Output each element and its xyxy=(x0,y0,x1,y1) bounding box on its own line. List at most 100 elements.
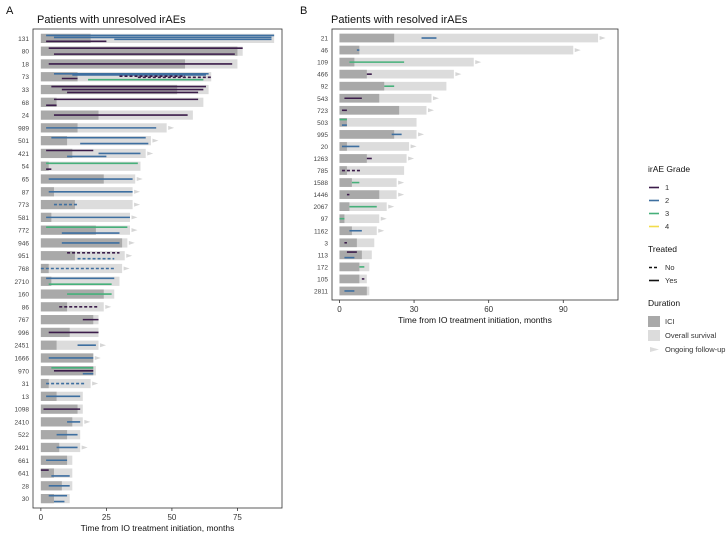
patient-id-label: 2491 xyxy=(15,445,30,452)
ongoing-arrow xyxy=(136,177,143,182)
os-bar xyxy=(339,178,397,187)
patient-row: 172 xyxy=(317,262,370,272)
patient-id-label: 46 xyxy=(321,48,329,55)
ongoing-arrow xyxy=(410,144,417,149)
x-tick-label: 0 xyxy=(337,305,342,314)
patient-row: 503 xyxy=(317,118,417,127)
patient-id-label: 501 xyxy=(18,138,29,145)
panel-letter: B xyxy=(300,5,307,17)
patient-row: 723 xyxy=(317,105,435,115)
ici-bar xyxy=(40,33,91,43)
patient-row: 86 xyxy=(22,302,112,312)
ici-bar xyxy=(339,130,395,139)
x-tick-label: 50 xyxy=(167,513,176,522)
patient-id-label: 1446 xyxy=(314,192,329,199)
patient-id-label: 996 xyxy=(18,330,29,337)
x-tick-label: 30 xyxy=(410,305,419,314)
patient-row: 1263 xyxy=(314,154,415,163)
os-bar xyxy=(339,93,432,103)
patient-row: 2067 xyxy=(314,202,395,211)
legend-grade-label: 3 xyxy=(665,209,669,218)
panel-frame xyxy=(32,28,283,509)
patient-row: 97 xyxy=(321,214,387,223)
panel-title: Patients with unresolved irAEs xyxy=(37,14,186,26)
panel-a: A Patients with unresolved irAEs 131 80 18 73… xyxy=(6,5,283,533)
os-bar xyxy=(40,148,146,159)
patient-row: 105 xyxy=(317,274,367,283)
ici-bar xyxy=(40,46,238,56)
legend: irAE Grade 1 2 3 4 Treated No Yes Duration ICI Ove… xyxy=(648,164,725,354)
ongoing-arrow xyxy=(408,156,415,161)
patient-row: 2410 xyxy=(15,417,91,427)
patient-row: 768 xyxy=(18,263,130,274)
patient-row: 1666 xyxy=(15,353,101,363)
patient-row: 92 xyxy=(321,81,447,91)
patient-row: 80 xyxy=(22,46,243,56)
patient-row: 68 xyxy=(22,97,204,107)
ici-bar xyxy=(339,238,357,248)
legend-treated-title: Treated xyxy=(648,244,677,254)
patient-id-label: 30 xyxy=(22,496,30,503)
panel-letter: A xyxy=(6,5,14,17)
patient-id-label: 80 xyxy=(22,49,30,56)
os-bar xyxy=(40,97,204,107)
patient-id-label: 172 xyxy=(317,264,328,271)
patient-id-label: 131 xyxy=(18,36,29,43)
ici-bar xyxy=(40,315,94,325)
patient-row: 46 xyxy=(321,45,581,55)
patient-row: 1588 xyxy=(314,178,405,187)
ongoing-arrow xyxy=(84,419,91,424)
patient-row: 65 xyxy=(22,174,143,184)
ici-bar xyxy=(40,251,75,261)
patient-id-label: 86 xyxy=(22,304,30,311)
ici-bar xyxy=(40,494,54,504)
ici-bar xyxy=(40,417,73,427)
patient-row: 661 xyxy=(18,455,73,465)
ongoing-arrow xyxy=(105,304,112,309)
os-bar xyxy=(339,57,474,67)
panel-frame xyxy=(331,28,619,301)
patient-row: 31 xyxy=(22,378,99,389)
ici-bar xyxy=(40,276,52,286)
patient-id-label: 995 xyxy=(317,132,328,139)
ongoing-arrow xyxy=(168,125,175,130)
ici-bar xyxy=(339,81,385,91)
ici-bar xyxy=(339,262,360,272)
x-tick-label: 25 xyxy=(102,513,111,522)
os-bar xyxy=(339,69,454,79)
legend-treated-label: No xyxy=(665,263,675,272)
patient-row: 2451 xyxy=(15,340,107,350)
ici-bar xyxy=(40,187,54,197)
patient-id-label: 2410 xyxy=(15,419,30,426)
ongoing-arrow xyxy=(134,189,141,194)
patient-id-label: 773 xyxy=(18,202,29,209)
ongoing-arrow xyxy=(131,215,138,220)
ongoing-arrow xyxy=(131,228,138,233)
patient-id-label: 1263 xyxy=(314,156,329,163)
ici-bar xyxy=(339,33,395,43)
x-tick-label: 0 xyxy=(39,513,44,522)
patient-id-label: 73 xyxy=(22,74,30,81)
ici-bar xyxy=(40,302,68,312)
patient-id-label: 661 xyxy=(18,458,29,465)
os-bar xyxy=(40,251,125,261)
ongoing-arrow xyxy=(152,138,159,143)
patient-row: 946 xyxy=(18,238,135,248)
legend-grade-label: 1 xyxy=(665,183,669,192)
patient-id-label: 1666 xyxy=(15,355,30,362)
legend-duration-label: ICI xyxy=(665,317,675,326)
patient-id-label: 33 xyxy=(22,87,30,94)
patient-row: 21 xyxy=(321,33,606,43)
patient-row: 970 xyxy=(18,366,96,376)
patient-id-label: 87 xyxy=(22,189,30,196)
ici-bar xyxy=(339,226,352,236)
ongoing-arrow xyxy=(147,151,154,156)
patient-id-label: 68 xyxy=(22,100,30,107)
patient-id-label: 31 xyxy=(22,381,30,388)
legend-duration-swatch xyxy=(648,330,660,341)
ici-bar xyxy=(40,430,68,440)
ongoing-arrow xyxy=(574,48,581,53)
ongoing-arrow xyxy=(123,266,130,271)
patient-id-label: 65 xyxy=(22,177,30,184)
os-bar xyxy=(339,166,405,175)
